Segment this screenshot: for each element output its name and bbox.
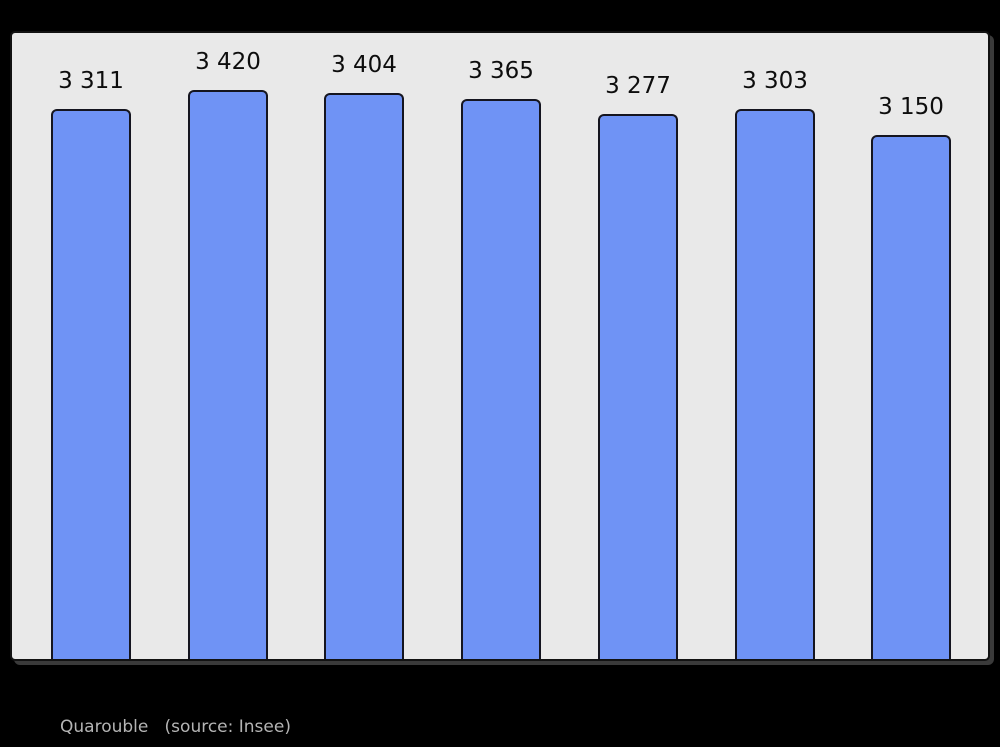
plot-area bbox=[10, 31, 990, 661]
chart-caption: Quarouble (source: Insee) bbox=[60, 717, 291, 737]
